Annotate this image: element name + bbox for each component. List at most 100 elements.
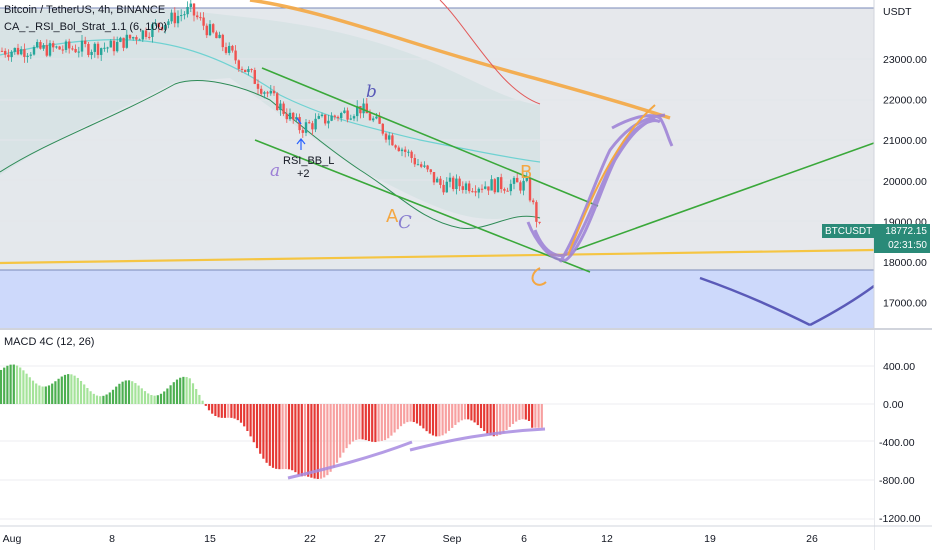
pen-forecast xyxy=(526,113,674,263)
candle-body xyxy=(160,27,164,30)
candle-body xyxy=(231,45,234,51)
candle-body xyxy=(0,50,4,52)
macd-bar xyxy=(307,404,310,477)
time-axis[interactable] xyxy=(0,526,874,550)
macd-bar xyxy=(73,375,76,404)
candle-body xyxy=(87,43,90,56)
time-tick-label: 6 xyxy=(521,533,527,545)
macd-bar xyxy=(275,404,278,469)
macd-bar xyxy=(166,388,169,404)
macd-bar xyxy=(438,404,441,437)
candle-body xyxy=(388,135,391,140)
macd-bar xyxy=(367,404,371,442)
macd-bar xyxy=(41,386,44,404)
macd-bar xyxy=(211,404,214,414)
candle-body xyxy=(74,49,77,53)
time-tick-label: 19 xyxy=(704,533,716,545)
macd-bar xyxy=(451,404,454,428)
macd-bar xyxy=(294,404,297,473)
candle-body xyxy=(356,106,359,117)
candle-body xyxy=(93,43,96,52)
macd-bar xyxy=(495,404,499,437)
candle-body xyxy=(314,118,317,130)
candle-body xyxy=(429,169,432,173)
price-tag-symbol: BTCUSDT xyxy=(822,224,874,238)
candle-body xyxy=(52,43,55,48)
candle-body xyxy=(394,145,397,148)
candle-body xyxy=(285,113,288,120)
macd-bar xyxy=(201,400,204,404)
macd-bar xyxy=(198,394,201,404)
macd-bar xyxy=(265,404,268,463)
time-tick-label: 12 xyxy=(601,533,613,545)
candle-body xyxy=(180,15,183,17)
macd-bar xyxy=(111,389,115,404)
candle-body xyxy=(276,93,279,111)
candle-body xyxy=(512,177,516,184)
candle-body xyxy=(496,177,500,193)
price-axis[interactable] xyxy=(874,0,932,550)
macd-bar xyxy=(374,404,377,443)
candle-body xyxy=(506,190,509,192)
macd-bar xyxy=(396,404,399,430)
candles[interactable] xyxy=(0,0,541,228)
pane-separator[interactable] xyxy=(0,328,932,330)
macd-bar xyxy=(252,404,255,443)
currency-label: USDT xyxy=(883,6,912,18)
macd-histogram[interactable] xyxy=(0,364,543,479)
macd-bar xyxy=(127,380,131,404)
hand-label-B: B xyxy=(520,162,532,183)
macd-bar xyxy=(527,404,531,421)
macd-bar xyxy=(191,383,195,404)
macd-bar xyxy=(143,391,147,404)
macd-bar xyxy=(403,404,406,424)
macd-bar xyxy=(147,393,150,404)
macd-bar xyxy=(150,395,153,404)
macd-bar xyxy=(0,369,3,404)
macd-bar xyxy=(76,377,79,404)
macd-bar xyxy=(316,404,319,479)
time-tick-label: 27 xyxy=(374,533,386,545)
candle-body xyxy=(301,130,304,133)
channel-bottom[interactable] xyxy=(254,139,591,273)
candle-body xyxy=(263,92,266,94)
macd-bar xyxy=(156,395,159,404)
macd-bar xyxy=(380,404,383,441)
macd-bar xyxy=(95,395,99,404)
candle-body xyxy=(132,37,135,39)
channel-top[interactable] xyxy=(261,67,599,207)
macd-bar xyxy=(70,374,73,404)
candle-body xyxy=(493,179,496,193)
candle-body xyxy=(100,48,103,55)
macd-bar xyxy=(339,404,342,458)
candle-body xyxy=(407,151,410,153)
macd-bar xyxy=(124,380,127,404)
candle-body xyxy=(288,112,292,120)
macd-bar xyxy=(281,404,284,470)
candle-body xyxy=(327,120,330,124)
macd-bar xyxy=(457,404,460,423)
candle-body xyxy=(119,37,122,42)
macd-bar xyxy=(35,383,38,404)
macd-bar xyxy=(409,404,412,422)
hand-label-c: C xyxy=(398,212,412,233)
macd-bar xyxy=(467,404,470,420)
macd-bar xyxy=(441,404,444,436)
macd-bar xyxy=(204,404,207,406)
candle-body xyxy=(84,40,87,44)
candle-body xyxy=(365,103,368,114)
range-zone-blue xyxy=(0,270,874,328)
price-tick-label: 21000.00 xyxy=(883,135,927,147)
macd-bar xyxy=(214,404,217,417)
macd-bar xyxy=(169,385,172,404)
macd-bar xyxy=(313,404,316,479)
candle-body xyxy=(64,41,68,50)
trend-projection[interactable] xyxy=(574,142,875,251)
macd-bar xyxy=(236,404,239,421)
pen-blue-projection xyxy=(699,276,875,327)
candle-body xyxy=(474,191,477,193)
macd-bar xyxy=(422,404,425,429)
macd-bar xyxy=(361,404,364,440)
macd-bar xyxy=(89,391,92,404)
